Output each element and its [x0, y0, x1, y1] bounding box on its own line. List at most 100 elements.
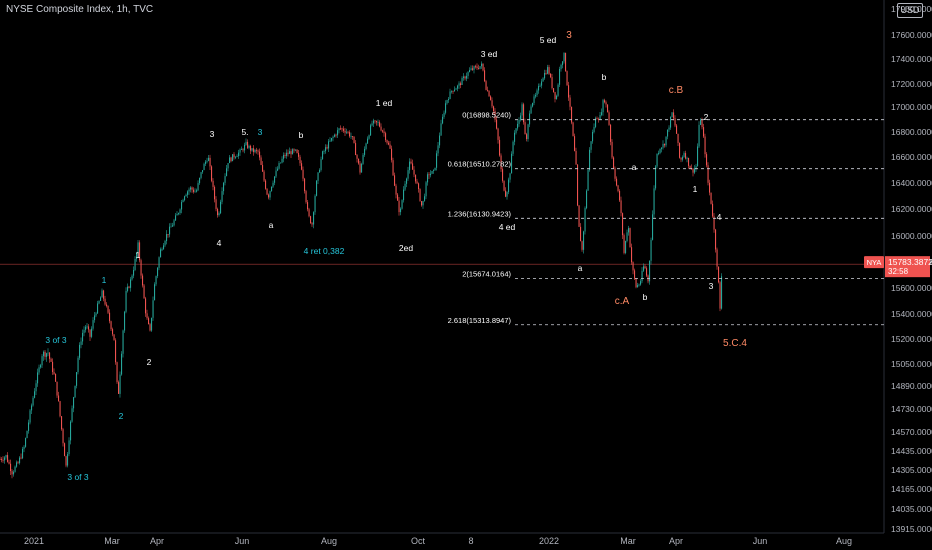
time-tick-label: Mar	[620, 536, 636, 546]
candle-body	[248, 145, 250, 148]
candle-body	[170, 226, 172, 228]
candle-body	[355, 143, 357, 156]
candle-body	[83, 329, 85, 333]
candle-body	[718, 266, 720, 283]
fib-level-label: 2.618(15313.8947)	[448, 316, 512, 325]
candle-body	[283, 155, 285, 159]
fib-level-label: 2(15674.0164)	[462, 269, 511, 278]
candle-body	[140, 260, 142, 276]
candle-body	[73, 397, 75, 409]
candle-body	[353, 136, 355, 144]
candle-body	[680, 157, 682, 160]
candle-body	[43, 351, 45, 357]
wave-label: 5.C.4	[723, 338, 747, 349]
candle-body	[202, 170, 204, 173]
candle-body	[640, 281, 642, 285]
candle-body	[538, 86, 540, 91]
candle-body	[347, 131, 349, 133]
candle-body	[457, 85, 459, 89]
candle-body	[275, 170, 277, 177]
candle-body	[526, 134, 528, 140]
candle-body	[40, 365, 42, 368]
candle-body	[335, 134, 337, 136]
candle-body	[185, 194, 187, 197]
candle-body	[622, 213, 624, 236]
candle-body	[458, 83, 460, 86]
candle-body	[109, 312, 111, 322]
time-tick-label: 8	[468, 536, 473, 546]
candle-body	[115, 340, 117, 363]
candle-body	[55, 374, 57, 382]
candle-body	[575, 150, 577, 165]
candle-body	[77, 357, 79, 373]
wave-label: 2	[704, 112, 709, 122]
candle-body	[695, 166, 697, 169]
candle-body	[113, 334, 115, 341]
candle-body	[13, 471, 15, 475]
candle-body	[259, 151, 261, 158]
candle-body	[527, 124, 529, 140]
candle-body	[700, 119, 702, 125]
candle-body	[461, 77, 463, 85]
candle-body	[94, 315, 96, 321]
candle-body	[437, 145, 439, 154]
candle-body	[707, 165, 709, 183]
time-tick-label: Jun	[753, 536, 768, 546]
candle-body	[232, 154, 234, 162]
candle-body	[556, 95, 558, 100]
candle-body	[287, 152, 289, 154]
candle-body	[611, 141, 613, 158]
candle-body	[565, 52, 567, 72]
candle-body	[676, 125, 678, 134]
candle-body	[257, 150, 259, 152]
price-tick-label: 17600.0000	[891, 30, 932, 40]
candle-body	[206, 160, 208, 162]
candle-body	[682, 157, 684, 160]
candle-body	[359, 163, 361, 173]
candle-body	[308, 209, 310, 217]
candle-body	[706, 154, 708, 166]
wave-label: 4	[717, 212, 722, 222]
candle-body	[79, 344, 81, 358]
candle-body	[550, 73, 552, 78]
candle-body	[293, 149, 295, 151]
price-tick-label: 15400.0000	[891, 309, 932, 319]
candle-body	[134, 259, 136, 271]
candle-body	[653, 188, 655, 215]
candle-body	[176, 213, 178, 216]
candle-body	[587, 170, 589, 191]
candle-body	[331, 137, 333, 141]
candle-body	[434, 167, 436, 171]
chart-title: NYSE Composite Index, 1h, TVC	[6, 4, 154, 15]
candle-body	[263, 171, 265, 181]
candle-body	[307, 202, 309, 210]
candle-body	[547, 67, 549, 74]
symbol-tag: NYA	[867, 258, 882, 267]
candle-body	[163, 245, 165, 250]
candle-body	[430, 173, 432, 176]
candle-body	[299, 156, 301, 164]
candle-body	[59, 401, 61, 417]
candle-body	[149, 324, 151, 331]
candle-body	[605, 102, 607, 105]
candle-body	[712, 203, 714, 217]
candle-body	[184, 196, 186, 201]
candle-body	[455, 88, 457, 90]
candle-body	[278, 163, 280, 169]
currency-button[interactable]: USD	[897, 3, 923, 18]
candle-body	[616, 178, 618, 186]
candle-body	[265, 180, 267, 189]
candle-body	[545, 72, 547, 74]
candle-body	[310, 216, 312, 224]
candle-body	[569, 97, 571, 107]
candle-body	[719, 282, 721, 309]
candle-body	[686, 157, 688, 159]
candle-body	[44, 351, 46, 357]
candle-body	[464, 76, 466, 79]
candle-body	[172, 225, 174, 227]
candle-body	[377, 122, 379, 124]
candle-body	[578, 205, 580, 227]
candle-body	[301, 163, 303, 170]
candle-body	[154, 284, 156, 301]
